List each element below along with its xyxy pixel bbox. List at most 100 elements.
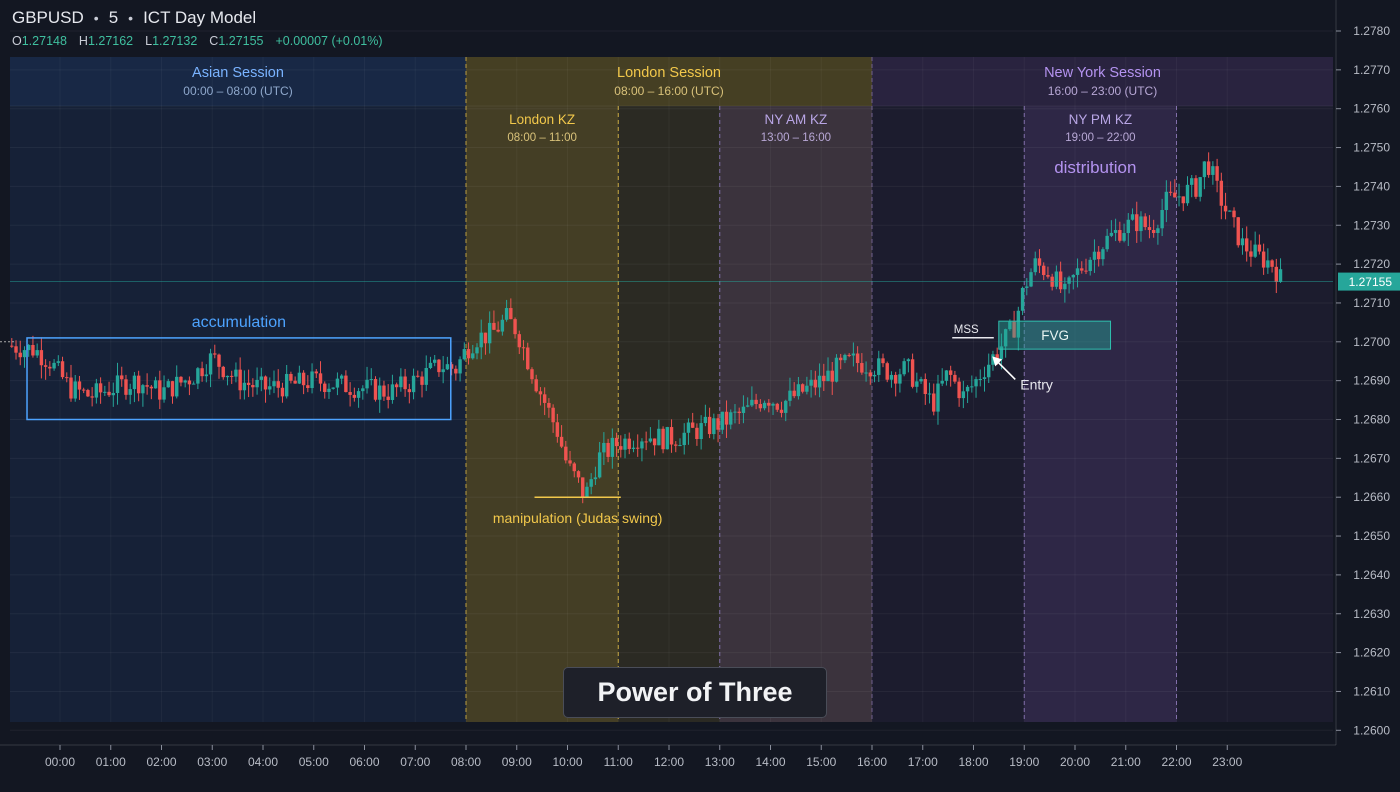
price-tick-label: 1.2640 — [1353, 568, 1390, 582]
entry-arrow-head — [992, 356, 1003, 367]
candle-body — [636, 447, 640, 449]
candle-body — [953, 374, 957, 382]
candle-body — [1067, 277, 1071, 284]
price-tick-label: 1.2660 — [1353, 490, 1390, 504]
candle-body — [640, 441, 644, 449]
candle-body — [352, 394, 357, 398]
session-header-band — [466, 57, 872, 106]
candle-body — [420, 376, 424, 385]
candle-body — [1122, 233, 1126, 241]
candle-body — [103, 391, 107, 393]
candle-body — [978, 379, 982, 381]
candle-body — [703, 416, 708, 424]
candle-body — [1198, 177, 1202, 197]
candle-body — [1160, 210, 1164, 229]
candle-body — [707, 416, 712, 435]
candle-body — [843, 354, 847, 361]
candle-body — [1257, 244, 1262, 252]
candle-body — [141, 385, 145, 394]
candle-body — [1012, 321, 1016, 338]
candle-body — [585, 486, 589, 498]
separator-dot: • — [128, 10, 134, 26]
candle-body — [576, 471, 581, 478]
candle-body — [606, 442, 610, 457]
candle-body — [22, 350, 27, 358]
candle-body — [652, 438, 657, 446]
candle-body — [1164, 191, 1169, 211]
time-tick-label: 13:00 — [705, 755, 735, 769]
candle-body — [517, 334, 521, 348]
candle-body — [927, 393, 932, 395]
time-tick-label: 10:00 — [552, 755, 582, 769]
candle-body — [762, 402, 767, 409]
candle-body — [1113, 230, 1118, 233]
candle-body — [1058, 271, 1063, 290]
candle-body — [877, 358, 881, 375]
candle-body — [445, 364, 450, 370]
candle-body — [572, 463, 576, 472]
candle-body — [775, 403, 779, 410]
candle-body — [60, 361, 65, 378]
candle-body — [923, 379, 927, 395]
candle-body — [158, 380, 162, 400]
candle-body — [18, 352, 22, 358]
candle-body — [65, 377, 69, 379]
candle-body — [1245, 238, 1249, 252]
killzone-time: 19:00 – 22:00 — [1065, 132, 1135, 144]
candle-body — [906, 359, 911, 362]
candle-body — [1181, 196, 1185, 204]
candle-body — [196, 368, 200, 384]
candle-body — [471, 353, 475, 359]
candle-body — [690, 422, 695, 428]
candle-body — [1185, 184, 1190, 204]
candle-body — [614, 437, 619, 447]
candle-body — [547, 402, 551, 408]
candle-body — [644, 441, 648, 443]
candle-body — [378, 385, 382, 400]
candle-body — [750, 399, 754, 406]
candle-body — [327, 388, 331, 393]
price-tick-label: 1.2730 — [1353, 218, 1390, 232]
candle-body — [1236, 217, 1240, 246]
candle-body — [817, 375, 822, 388]
session-title: Asian Session — [192, 65, 284, 81]
price-tick-label: 1.2690 — [1353, 374, 1390, 388]
candle-body — [648, 438, 653, 442]
candle-body — [153, 380, 158, 389]
candle-body — [458, 359, 462, 374]
interval-label[interactable]: 5 — [108, 8, 119, 27]
candle-body — [1029, 272, 1033, 287]
candle-body — [242, 382, 247, 391]
candle-body — [170, 381, 175, 397]
session-title: New York Session — [1044, 65, 1161, 81]
candle-body — [526, 347, 530, 370]
candle-body — [441, 369, 445, 373]
candle-body — [657, 428, 661, 446]
entry-label: Entry — [1020, 376, 1053, 392]
symbol-name[interactable]: GBPUSD — [12, 8, 84, 27]
candle-body — [589, 479, 593, 487]
killzone-band — [1024, 106, 1177, 722]
candle-body — [1194, 178, 1198, 197]
low-value: L1.27132 — [145, 34, 198, 48]
candle-body — [932, 393, 936, 412]
candle-body — [661, 428, 665, 450]
candle-body — [987, 364, 991, 378]
indicator-name[interactable]: ICT Day Model — [143, 8, 257, 27]
candle-body — [35, 350, 39, 356]
candle-body — [1020, 287, 1025, 311]
candle-body — [416, 375, 420, 377]
candle-body — [542, 394, 547, 403]
time-tick-label: 07:00 — [400, 755, 430, 769]
candle-body — [284, 373, 289, 397]
candle-body — [860, 363, 864, 373]
candle-body — [682, 432, 686, 446]
symbol-title[interactable]: GBPUSD • 5 • ICT Day Model — [12, 8, 383, 28]
price-tick-label: 1.2620 — [1353, 646, 1390, 660]
candle-body — [847, 354, 851, 356]
candle-body — [496, 329, 500, 332]
candle-body — [1156, 228, 1160, 234]
candle-body — [86, 390, 90, 397]
